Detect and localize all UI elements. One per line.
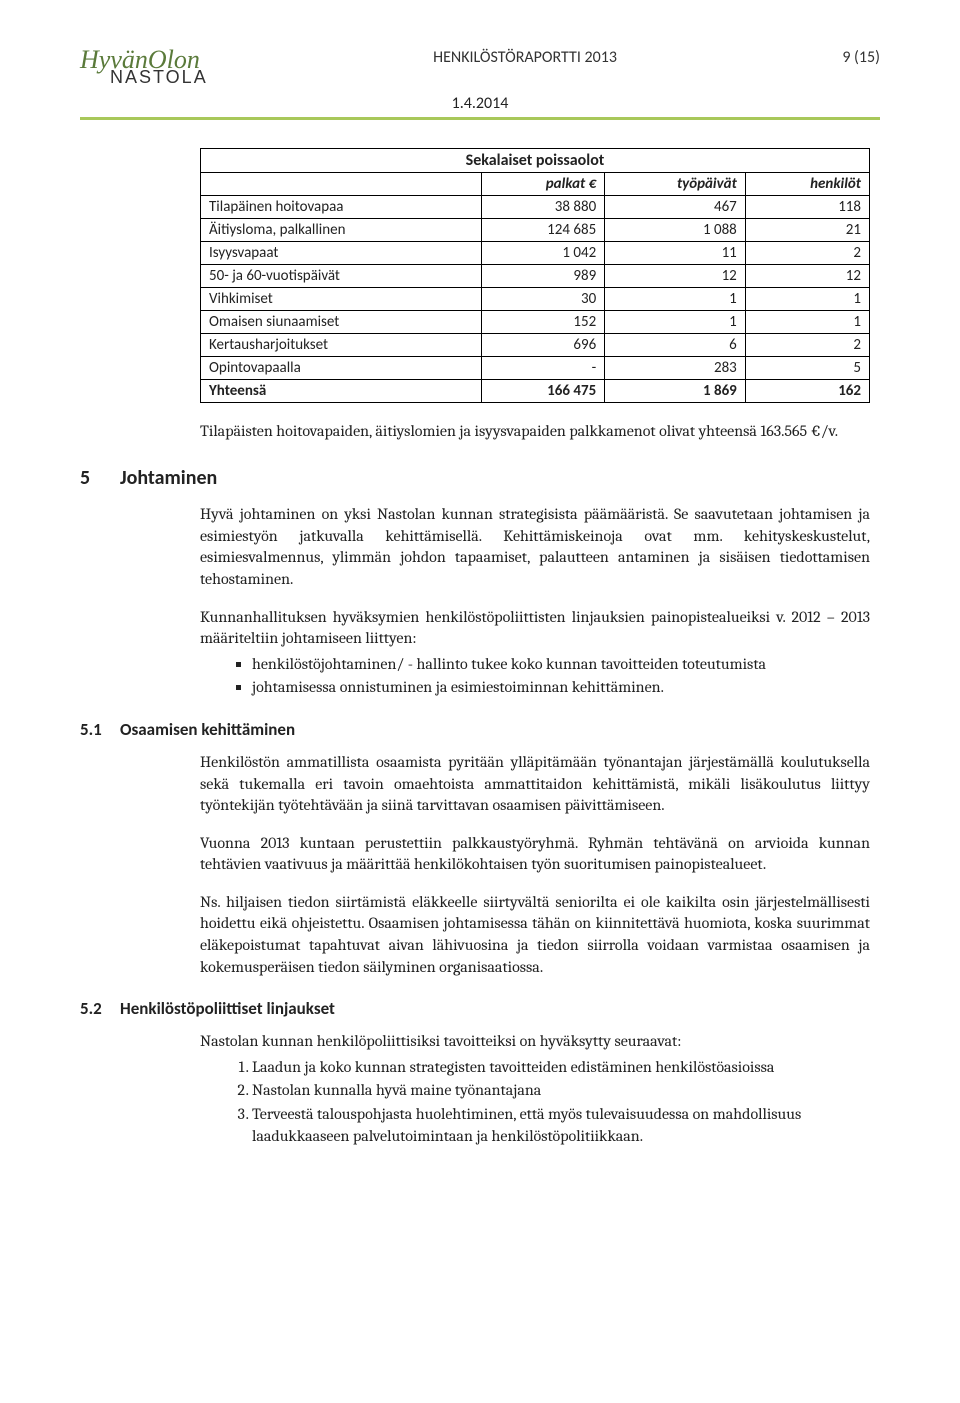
section-5-heading: 5 Johtaminen <box>80 466 880 490</box>
report-title: HENKILÖSTÖRAPORTTI 2013 <box>433 48 617 67</box>
absences-table: Sekalaiset poissaolot palkat € työpäivät… <box>200 148 870 403</box>
list-item: henkilöstöjohtaminen/ - hallinto tukee k… <box>252 654 870 676</box>
col-palkat: palkat € <box>481 172 604 195</box>
section-5-2-num: 5.2 <box>80 998 120 1019</box>
list-item: Laadun ja koko kunnan strategisten tavoi… <box>252 1057 870 1079</box>
section-5-2-body: Nastolan kunnan henkilöpoliittisiksi tav… <box>200 1031 870 1147</box>
s52-p1: Nastolan kunnan henkilöpoliittisiksi tav… <box>200 1031 870 1053</box>
list-item: johtamisessa onnistuminen ja esimiestoim… <box>252 677 870 699</box>
s51-p2: Vuonna 2013 kuntaan perustettiin palkkau… <box>200 833 870 876</box>
logo-line2: NASTOLA <box>110 69 208 85</box>
col-henkilot: henkilöt <box>745 172 869 195</box>
col-tyopaivat: työpäivät <box>605 172 746 195</box>
section-5-1-num: 5.1 <box>80 719 120 740</box>
table-total-row: Yhteensä166 4751 869162 <box>201 379 870 402</box>
s51-p3: Ns. hiljaisen tiedon siirtämistä eläkkee… <box>200 892 870 978</box>
table-row: Tilapäinen hoitovapaa38 880467118 <box>201 195 870 218</box>
list-item: Nastolan kunnalla hyvä maine työnantajan… <box>252 1080 870 1102</box>
report-date: 1.4.2014 <box>80 94 880 113</box>
section-5-title: Johtaminen <box>120 466 217 490</box>
section-5-num: 5 <box>80 466 120 490</box>
table-row: 50- ja 60-vuotispäivät9891212 <box>201 264 870 287</box>
s5-p2: Kunnanhallituksen hyväksymien henkilöstö… <box>200 607 870 650</box>
section-5-2-title: Henkilöstöpoliittiset linjaukset <box>120 998 335 1019</box>
section-5-1-heading: 5.1 Osaamisen kehittäminen <box>80 719 880 740</box>
para-after-table: Tilapäisten hoitovapaiden, äitiyslomien … <box>200 421 870 443</box>
table-block: Sekalaiset poissaolot palkat € työpäivät… <box>200 148 870 443</box>
table-title: Sekalaiset poissaolot <box>201 148 870 172</box>
col-empty <box>201 172 482 195</box>
table-row: Vihkimiset3011 <box>201 287 870 310</box>
table-row: Kertausharjoitukset69662 <box>201 333 870 356</box>
section-5-1-title: Osaamisen kehittäminen <box>120 719 295 740</box>
page-number: 9 (15) <box>842 48 880 67</box>
table-row: Isyysvapaat1 042112 <box>201 241 870 264</box>
page-container: HyvänOlon NASTOLA HENKILÖSTÖRAPORTTI 201… <box>0 0 960 1223</box>
logo: HyvänOlon NASTOLA <box>80 48 208 86</box>
s5-bullets: henkilöstöjohtaminen/ - hallinto tukee k… <box>200 654 870 699</box>
section-5-2-heading: 5.2 Henkilöstöpoliittiset linjaukset <box>80 998 880 1019</box>
s5-p1: Hyvä johtaminen on yksi Nastolan kunnan … <box>200 504 870 590</box>
table-row: Äitiysloma, palkallinen124 6851 08821 <box>201 218 870 241</box>
section-5-1-body: Henkilöstön ammatillista osaamista pyrit… <box>200 752 870 978</box>
table-header-row: palkat € työpäivät henkilöt <box>201 172 870 195</box>
section-5-body: Hyvä johtaminen on yksi Nastolan kunnan … <box>200 504 870 699</box>
header-divider <box>80 117 880 120</box>
page-header: HyvänOlon NASTOLA HENKILÖSTÖRAPORTTI 201… <box>80 48 880 86</box>
list-item: Terveestä talouspohjasta huolehtiminen, … <box>252 1104 870 1147</box>
table-row: Opintovapaalla-2835 <box>201 356 870 379</box>
s52-list: Laadun ja koko kunnan strategisten tavoi… <box>200 1057 870 1147</box>
table-row: Omaisen siunaamiset15211 <box>201 310 870 333</box>
s51-p1: Henkilöstön ammatillista osaamista pyrit… <box>200 752 870 817</box>
